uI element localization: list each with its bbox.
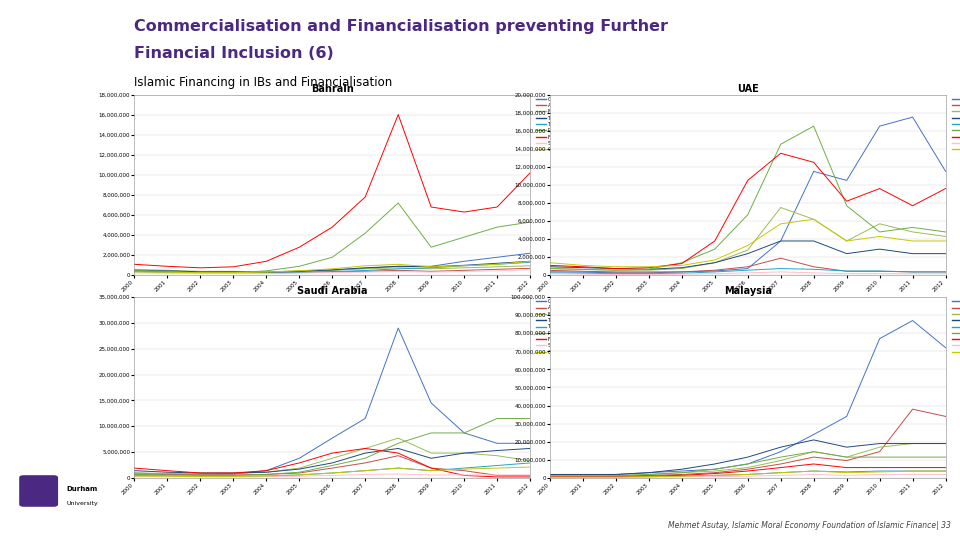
- Text: Durham: Durham: [66, 486, 98, 492]
- FancyBboxPatch shape: [19, 475, 58, 507]
- Text: Financial Inclusion (6): Financial Inclusion (6): [134, 46, 334, 61]
- Title: Malaysia: Malaysia: [724, 286, 772, 296]
- Legend: Consumer Durables, Agriculture, Manufacturing, Trading, Transportation, Real Est: Consumer Durables, Agriculture, Manufact…: [949, 297, 960, 357]
- Text: Islamic Financing in IBs and Financialisation: Islamic Financing in IBs and Financialis…: [134, 76, 393, 89]
- Text: Mehmet Asutay, Islamic Moral Economy Foundation of Islamic Finance| 33: Mehmet Asutay, Islamic Moral Economy Fou…: [667, 521, 950, 530]
- Title: UAE: UAE: [737, 84, 758, 94]
- Legend: Consumer Durables, Agriculture, Manufacturing, Trading, Transportation, Real Est: Consumer Durables, Agriculture, Manufact…: [534, 94, 602, 154]
- Legend: Consumer Durables, Agriculture, Manufacturing, Trading, Transportation, Real Est: Consumer Durables, Agriculture, Manufact…: [949, 94, 960, 154]
- Text: University: University: [66, 501, 99, 506]
- Title: Bahrain: Bahrain: [311, 84, 353, 94]
- Text: Commercialisation and Financialisation preventing Further: Commercialisation and Financialisation p…: [134, 19, 668, 34]
- Legend: Consumer Durables, Agriculture, Manufacturing, Trading, Transportation, Real Est: Consumer Durables, Agriculture, Manufact…: [534, 297, 602, 357]
- Title: Saudi Arabia: Saudi Arabia: [297, 286, 368, 296]
